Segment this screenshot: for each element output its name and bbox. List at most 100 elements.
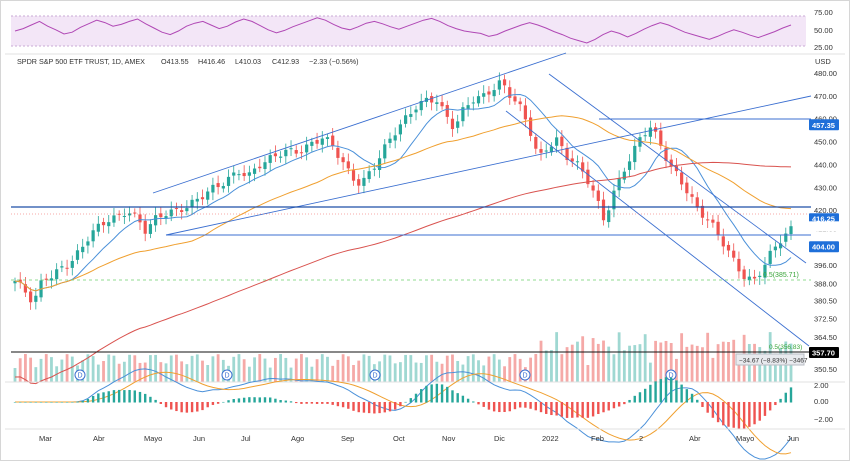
volume-bar xyxy=(503,366,506,382)
macd-histogram-bar xyxy=(367,402,371,414)
ma-mid-line xyxy=(14,115,792,292)
volume-bar xyxy=(701,347,704,382)
volume-bar xyxy=(138,362,142,382)
candle-body xyxy=(596,190,600,201)
macd-histogram-bar xyxy=(13,402,17,403)
time-axis[interactable]: Mar Abr Mayo Jun Jul Ago Sep Oct Nov Dic 2022 Feb 2 A… xyxy=(39,434,799,443)
volume-bar xyxy=(44,354,48,382)
downtrend-upper-line xyxy=(548,73,807,264)
candle-body xyxy=(466,105,470,109)
candle-body xyxy=(336,147,340,158)
volume-bar xyxy=(289,367,293,382)
macd-histogram-bar xyxy=(685,389,689,403)
candle-body xyxy=(206,191,210,200)
volume-bar xyxy=(180,361,184,382)
volume-bar xyxy=(555,332,559,382)
candle-body xyxy=(612,190,616,210)
macd-histogram-bar xyxy=(326,402,329,404)
price-tick: 350.50 xyxy=(814,365,837,374)
volume-bar xyxy=(451,354,454,382)
macd-histogram-bar xyxy=(128,389,131,403)
volume-bar xyxy=(122,361,126,382)
volume-bar xyxy=(247,366,251,382)
volume-bar xyxy=(91,356,95,382)
volume-bar xyxy=(65,354,69,382)
macd-histogram-bar xyxy=(352,402,355,411)
candle-body xyxy=(81,246,85,253)
symbol-header: SPDR S&P 500 ETF TRUST, 1D, AMEX O413.55… xyxy=(17,57,831,66)
candle-body xyxy=(159,213,163,218)
candle-body xyxy=(29,291,33,303)
volume-bar xyxy=(612,354,616,382)
candle-body xyxy=(456,121,460,128)
dividend-marker-2[interactable] xyxy=(221,369,233,381)
macd-histogram-bar xyxy=(175,402,178,412)
candle-body xyxy=(513,96,517,102)
macd-histogram-bar xyxy=(706,402,709,413)
volume-bar xyxy=(154,354,158,382)
macd-histogram-bar xyxy=(597,402,600,415)
dividend-marker-4[interactable] xyxy=(519,369,531,381)
volume-bar xyxy=(341,354,345,382)
time-axis-label: Sep xyxy=(341,434,354,443)
candle-body xyxy=(789,226,793,235)
volume-bar xyxy=(487,356,491,382)
macd-histogram-bar xyxy=(268,397,272,403)
macd-histogram-bar xyxy=(420,389,423,403)
low-value: L410.03 xyxy=(235,57,261,66)
macd-histogram-bar xyxy=(60,402,64,403)
candle-body xyxy=(419,101,423,111)
volume-bar xyxy=(602,340,605,382)
volume-bar xyxy=(128,354,131,382)
price-tick: 460.00 xyxy=(814,115,837,124)
candle-body xyxy=(638,137,642,147)
macd-histogram-bar xyxy=(39,402,43,403)
candle-body xyxy=(674,166,679,172)
volume-bar xyxy=(518,358,522,382)
candle-body xyxy=(706,219,710,221)
volume-bar xyxy=(461,364,465,382)
candle-body xyxy=(721,236,725,247)
macd-histogram-bar xyxy=(242,397,246,403)
macd-histogram-bar xyxy=(414,393,418,403)
macd-histogram-bar xyxy=(331,402,334,405)
dividend-marker-1[interactable] xyxy=(74,369,86,381)
macd-histogram-bar xyxy=(305,402,308,404)
macd-histogram-bar xyxy=(404,401,407,403)
volume-bar xyxy=(617,332,621,382)
candle-body xyxy=(492,90,496,97)
macd-histogram-bar xyxy=(206,402,209,408)
macd-histogram-bar xyxy=(86,398,90,403)
price-axis[interactable]: 480.00 470.00 460.00 450.00 440.00 430.00 420.… xyxy=(809,69,839,374)
macd-histogram-bar xyxy=(524,402,527,408)
macd-histogram-bar xyxy=(112,390,116,403)
price-badge xyxy=(809,347,839,359)
price-badge xyxy=(809,119,839,131)
macd-histogram-bar xyxy=(487,402,491,410)
volume-bar xyxy=(440,363,444,382)
macd-histogram-bar xyxy=(633,395,636,403)
candle-body xyxy=(726,244,731,251)
volume-bar xyxy=(716,344,720,382)
macd-histogram-bar xyxy=(617,402,621,407)
price-tick: 440.00 xyxy=(814,160,837,169)
macd-histogram-bar xyxy=(222,401,225,403)
macd-histogram-bar xyxy=(232,399,235,403)
dividend-marker-3[interactable] xyxy=(369,369,381,381)
macd-histogram-bar xyxy=(378,402,381,414)
volume-bar xyxy=(477,360,480,382)
candle-body xyxy=(96,223,100,232)
macd-histogram-bar xyxy=(602,402,605,413)
volume-bar xyxy=(591,338,595,382)
macd-histogram-bar xyxy=(258,397,261,403)
currency-label: USD xyxy=(815,57,831,66)
candle-body xyxy=(133,212,137,214)
candle-body xyxy=(252,168,257,174)
rsi-line xyxy=(14,17,792,44)
volume-bar xyxy=(497,359,501,382)
volume-bar xyxy=(711,357,715,382)
volume-bar xyxy=(320,354,324,382)
macd-histogram-bar xyxy=(675,380,678,403)
candle-body xyxy=(279,156,283,158)
